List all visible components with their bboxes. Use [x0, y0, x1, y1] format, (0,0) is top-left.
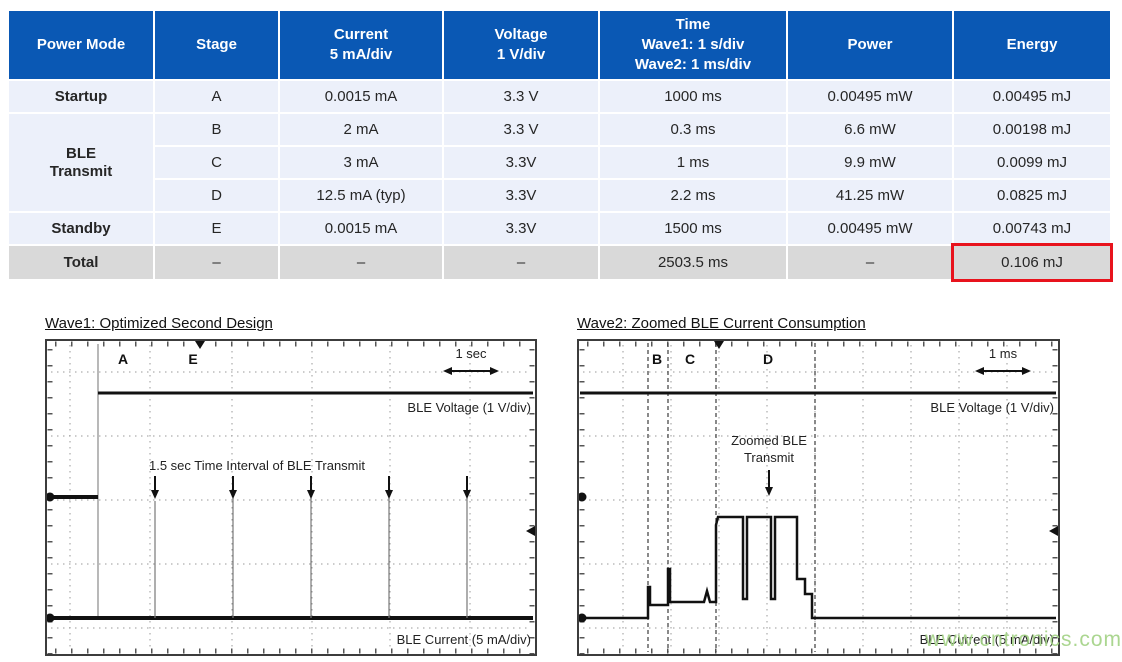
- power-table: Power Mode Stage Current 5 mA/div Voltage…: [7, 9, 1113, 282]
- cell-voltage: 3.3 V: [444, 114, 598, 145]
- wave2-trigger-marker-icon: [714, 341, 724, 349]
- cell-energy: 0.0099 mJ: [954, 147, 1110, 178]
- cell-voltage: –: [444, 246, 598, 279]
- wave1-interval-label: 1.5 sec Time Interval of BLE Transmit: [149, 458, 365, 473]
- cell-power-mode: Total: [9, 246, 153, 279]
- wave2-stage-b-label: B: [652, 351, 662, 367]
- cell-current: 12.5 mA (typ): [280, 180, 442, 211]
- wave1-grid: [51, 345, 531, 650]
- wave2-zoom-arrow-icon: [765, 470, 773, 496]
- wave2-title: Wave2: Zoomed BLE Current Consumption: [577, 315, 866, 332]
- wave2-stage-c-label: C: [685, 351, 695, 367]
- cell-stage: B: [155, 114, 278, 145]
- wave2-zoomed-label-line2: Transmit: [744, 450, 794, 465]
- cell-power: 9.9 mW: [788, 147, 952, 178]
- cell-stage: –: [155, 246, 278, 279]
- wave1-current-trace: [47, 489, 533, 623]
- wave2-ground-marker-icon: [579, 613, 587, 623]
- cell-total-energy-highlighted: 0.106 mJ: [951, 243, 1113, 282]
- cell-current: 0.0015 mA: [280, 81, 442, 112]
- wave2-stage-d-label: D: [763, 351, 773, 367]
- cell-power-mode-ble: BLE Transmit: [9, 114, 153, 211]
- wave1-transmit-spikes: [154, 489, 468, 618]
- wave1-level-marker-icon: [526, 526, 535, 536]
- wave1-channel-marker-icon: [47, 492, 55, 502]
- col-header-energy: Energy: [954, 11, 1110, 79]
- col-header-stage: Stage: [155, 11, 278, 79]
- cell-power: 0.00495 mW: [788, 81, 952, 112]
- cell-power: 41.25 mW: [788, 180, 952, 211]
- wave2-current-trace: [580, 515, 1056, 620]
- col-header-current: Current 5 mA/div: [280, 11, 442, 79]
- table-row-standby: Standby E 0.0015 mA 3.3V 1500 ms 0.00495…: [9, 213, 1110, 244]
- wave2-level-marker-icon: [1049, 526, 1058, 536]
- wave1-timebase-label: 1 sec: [455, 346, 487, 361]
- col-header-time: Time Wave1: 1 s/div Wave2: 1 ms/div: [600, 11, 786, 79]
- table-row-ble-b: BLE Transmit B 2 mA 3.3 V 0.3 ms 6.6 mW …: [9, 114, 1110, 211]
- wave2-current-label: BLE Current (5 mA/div): [920, 632, 1054, 647]
- cell-energy: 0.00495 mJ: [954, 81, 1110, 112]
- cell-stage: E: [155, 213, 278, 244]
- cell-power: –: [788, 246, 952, 279]
- cell-time: 2503.5 ms: [600, 246, 786, 279]
- table-row-total: Total – – – 2503.5 ms – 0.106 mJ: [9, 243, 1113, 282]
- cell-current: 0.0015 mA: [280, 213, 442, 244]
- cell-time: 2.2 ms: [600, 180, 786, 211]
- cell-stage: C: [155, 147, 278, 178]
- wave1-interval-arrows: [151, 476, 471, 499]
- cell-voltage: 3.3 V: [444, 81, 598, 112]
- cell-current: 2 mA: [280, 114, 442, 145]
- wave2-timebase-arrow-icon: [975, 367, 1031, 375]
- cell-voltage: 3.3V: [444, 213, 598, 244]
- cell-energy: 0.0825 mJ: [954, 180, 1110, 211]
- wave1-voltage-label: BLE Voltage (1 V/div): [407, 400, 531, 415]
- wave1-current-label: BLE Current (5 mA/div): [397, 632, 531, 647]
- col-header-power-mode: Power Mode: [9, 11, 153, 79]
- table-row-ble-d: D 12.5 mA (typ) 3.3V 2.2 ms 41.25 mW 0.0…: [9, 180, 1110, 211]
- wave2-channel-marker-icon: [579, 492, 587, 502]
- wave1-stage-a-label: A: [118, 351, 128, 367]
- wave2-zoomed-label-line1: Zoomed BLE: [731, 433, 807, 448]
- cell-current: –: [280, 246, 442, 279]
- wave1-timebase-arrow-icon: [443, 367, 499, 375]
- cell-power: 0.00495 mW: [788, 213, 952, 244]
- wave1-border-ticks: [47, 341, 535, 654]
- wave1-title: Wave1: Optimized Second Design: [45, 315, 273, 332]
- cell-current: 3 mA: [280, 147, 442, 178]
- wave2-stage-boundaries: [647, 343, 816, 652]
- cell-energy: 0.00743 mJ: [954, 213, 1110, 244]
- table-row-startup: Startup A 0.0015 mA 3.3 V 1000 ms 0.0049…: [9, 81, 1110, 112]
- cell-voltage: 3.3V: [444, 147, 598, 178]
- wave2-plot: B C D 1 ms BLE Voltage (1 V/div) Zoomed …: [579, 341, 1058, 654]
- cell-time: 1000 ms: [600, 81, 786, 112]
- wave1-ground-marker-icon: [47, 613, 55, 623]
- wave1-plot: A E 1 sec BLE Voltage (1 V/div) 1.5 sec …: [47, 341, 535, 654]
- cell-power-mode: Startup: [9, 81, 153, 112]
- wave2-voltage-label: BLE Voltage (1 V/div): [930, 400, 1054, 415]
- cell-stage: A: [155, 81, 278, 112]
- wave2-timebase-label: 1 ms: [989, 346, 1018, 361]
- wave2-scope: B C D 1 ms BLE Voltage (1 V/div) Zoomed …: [577, 339, 1060, 656]
- wave2-grid: [583, 345, 1054, 650]
- cell-time: 1 ms: [600, 147, 786, 178]
- cell-power-mode: Standby: [9, 213, 153, 244]
- cell-time: 1500 ms: [600, 213, 786, 244]
- wave1-trigger-marker-icon: [195, 341, 205, 349]
- cell-stage: D: [155, 180, 278, 211]
- wave1-stage-e-label: E: [188, 351, 197, 367]
- wave2-border-ticks: [579, 341, 1058, 654]
- cell-power: 6.6 mW: [788, 114, 952, 145]
- col-header-power: Power: [788, 11, 952, 79]
- watermark: www.cntronics.com: [925, 628, 1122, 651]
- cell-energy: 0.00198 mJ: [954, 114, 1110, 145]
- cell-voltage: 3.3V: [444, 180, 598, 211]
- table-row-ble-c: C 3 mA 3.3V 1 ms 9.9 mW 0.0099 mJ: [9, 147, 1110, 178]
- col-header-voltage: Voltage 1 V/div: [444, 11, 598, 79]
- cell-time: 0.3 ms: [600, 114, 786, 145]
- wave1-scope: A E 1 sec BLE Voltage (1 V/div) 1.5 sec …: [45, 339, 537, 656]
- table-header-row: Power Mode Stage Current 5 mA/div Voltage…: [9, 11, 1110, 79]
